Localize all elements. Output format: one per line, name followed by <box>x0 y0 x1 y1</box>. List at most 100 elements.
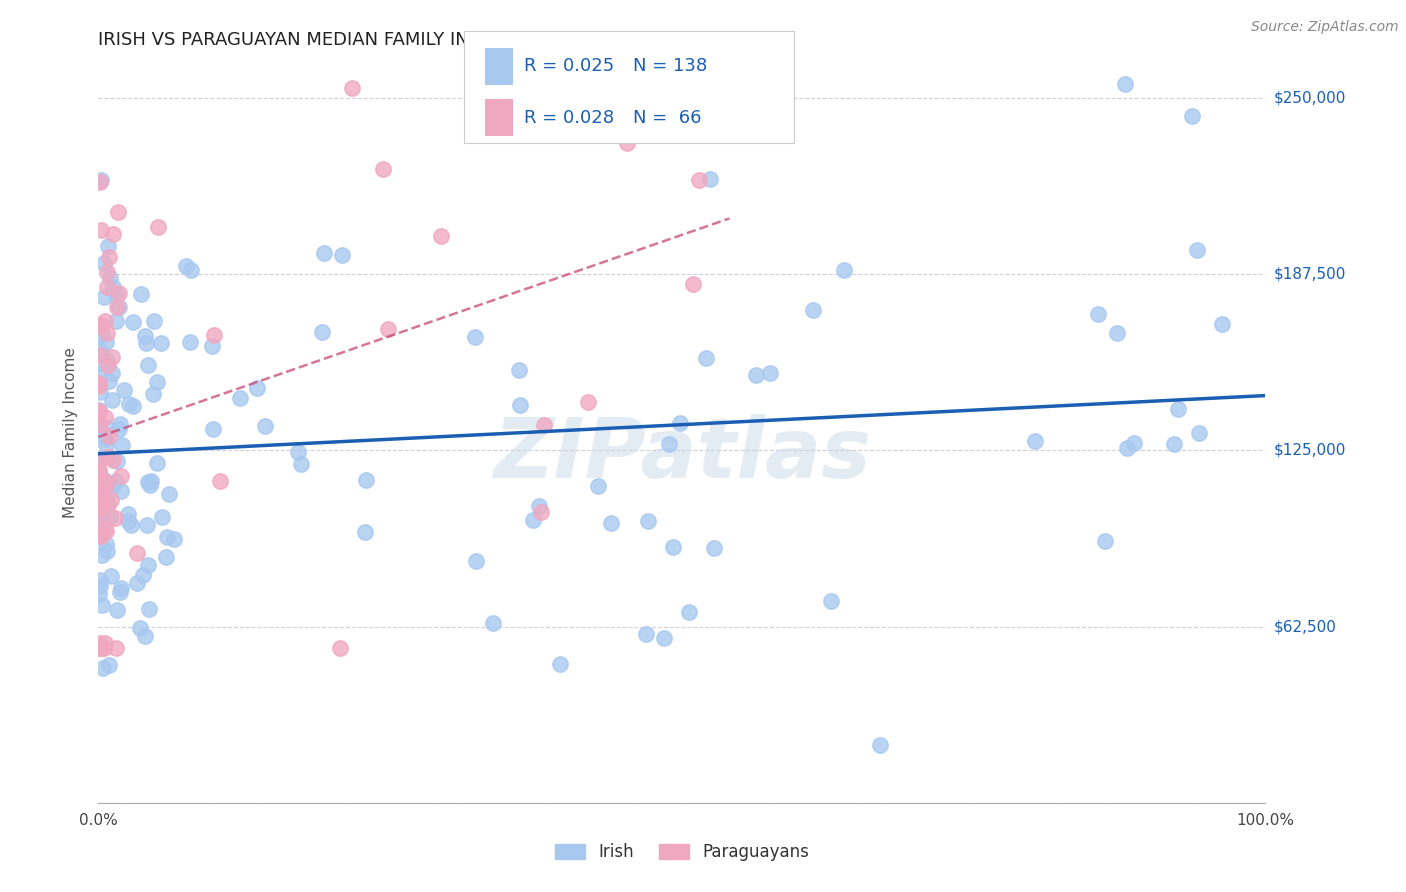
Point <box>91 549 114 563</box>
Point <box>287 444 309 458</box>
Point <box>107 603 129 617</box>
Point <box>1024 434 1046 448</box>
Point <box>136 517 159 532</box>
Point <box>139 474 162 488</box>
Point <box>100 568 122 582</box>
Point <box>464 330 486 344</box>
Point <box>146 456 169 470</box>
Point <box>121 399 143 413</box>
Point <box>1211 317 1233 331</box>
Point <box>138 475 160 489</box>
Point <box>104 511 127 525</box>
Point <box>89 579 111 593</box>
Point <box>96 352 118 367</box>
Text: $125,000: $125,000 <box>1274 442 1346 458</box>
Point <box>661 540 683 554</box>
Point <box>155 549 177 564</box>
Point <box>94 480 117 494</box>
Point <box>136 358 159 372</box>
Point <box>228 391 250 405</box>
Point <box>150 336 173 351</box>
Point <box>759 366 782 380</box>
Point <box>94 524 117 538</box>
Point <box>89 514 111 528</box>
Text: Source: ZipAtlas.com: Source: ZipAtlas.com <box>1251 20 1399 34</box>
Point <box>125 546 148 560</box>
Point <box>101 392 124 407</box>
Point <box>97 450 120 464</box>
Point <box>110 468 132 483</box>
Point <box>87 378 110 392</box>
Point <box>138 602 160 616</box>
Point <box>89 452 111 467</box>
Point <box>174 259 197 273</box>
Point <box>94 522 117 536</box>
Point <box>101 366 124 380</box>
Point <box>101 227 124 241</box>
Point <box>94 432 117 446</box>
Point <box>98 429 121 443</box>
Point <box>1087 307 1109 321</box>
Point <box>91 327 114 342</box>
Point <box>600 516 623 531</box>
Point <box>329 640 352 655</box>
Point <box>98 250 121 264</box>
Point <box>87 367 110 381</box>
Point <box>142 387 165 401</box>
Point <box>96 326 118 340</box>
Y-axis label: Median Family Income: Median Family Income <box>63 347 77 518</box>
Point <box>108 422 131 436</box>
Text: $62,500: $62,500 <box>1274 619 1337 634</box>
Point <box>90 173 112 187</box>
Point <box>869 739 891 753</box>
Point <box>353 525 375 540</box>
Point <box>87 509 110 524</box>
Point <box>93 410 115 425</box>
Point <box>89 348 111 362</box>
Point <box>87 463 110 477</box>
Point <box>586 479 609 493</box>
Point <box>104 314 127 328</box>
Point <box>508 363 530 377</box>
Point <box>98 374 121 388</box>
Point <box>94 438 117 452</box>
Point <box>101 453 124 467</box>
Point <box>105 301 128 315</box>
Point <box>93 289 115 303</box>
Point <box>96 279 118 293</box>
Point <box>96 265 118 279</box>
Point <box>101 280 124 294</box>
Point <box>97 657 120 672</box>
Point <box>143 313 166 327</box>
Point <box>93 255 115 269</box>
Point <box>678 605 700 619</box>
Point <box>127 575 149 590</box>
Point <box>801 303 824 318</box>
Point <box>89 636 111 650</box>
Point <box>179 335 201 350</box>
Point <box>703 541 725 556</box>
Point <box>430 229 453 244</box>
Text: ZIPatlas: ZIPatlas <box>494 414 870 495</box>
Point <box>533 417 555 432</box>
Point <box>87 417 110 432</box>
Point <box>105 453 128 467</box>
Point <box>87 464 110 478</box>
Point <box>101 478 124 492</box>
Point <box>97 498 120 512</box>
Point <box>104 640 127 655</box>
Point <box>107 286 129 301</box>
Point <box>91 598 114 612</box>
Point <box>87 376 110 390</box>
Point <box>108 417 131 431</box>
Point <box>87 417 110 432</box>
Point <box>108 300 131 314</box>
Point <box>97 238 120 252</box>
Point <box>87 500 110 515</box>
Point <box>129 287 152 301</box>
Point <box>745 368 768 382</box>
Point <box>699 172 721 186</box>
Point <box>330 248 353 262</box>
Point <box>96 475 118 489</box>
Point <box>1185 243 1208 257</box>
